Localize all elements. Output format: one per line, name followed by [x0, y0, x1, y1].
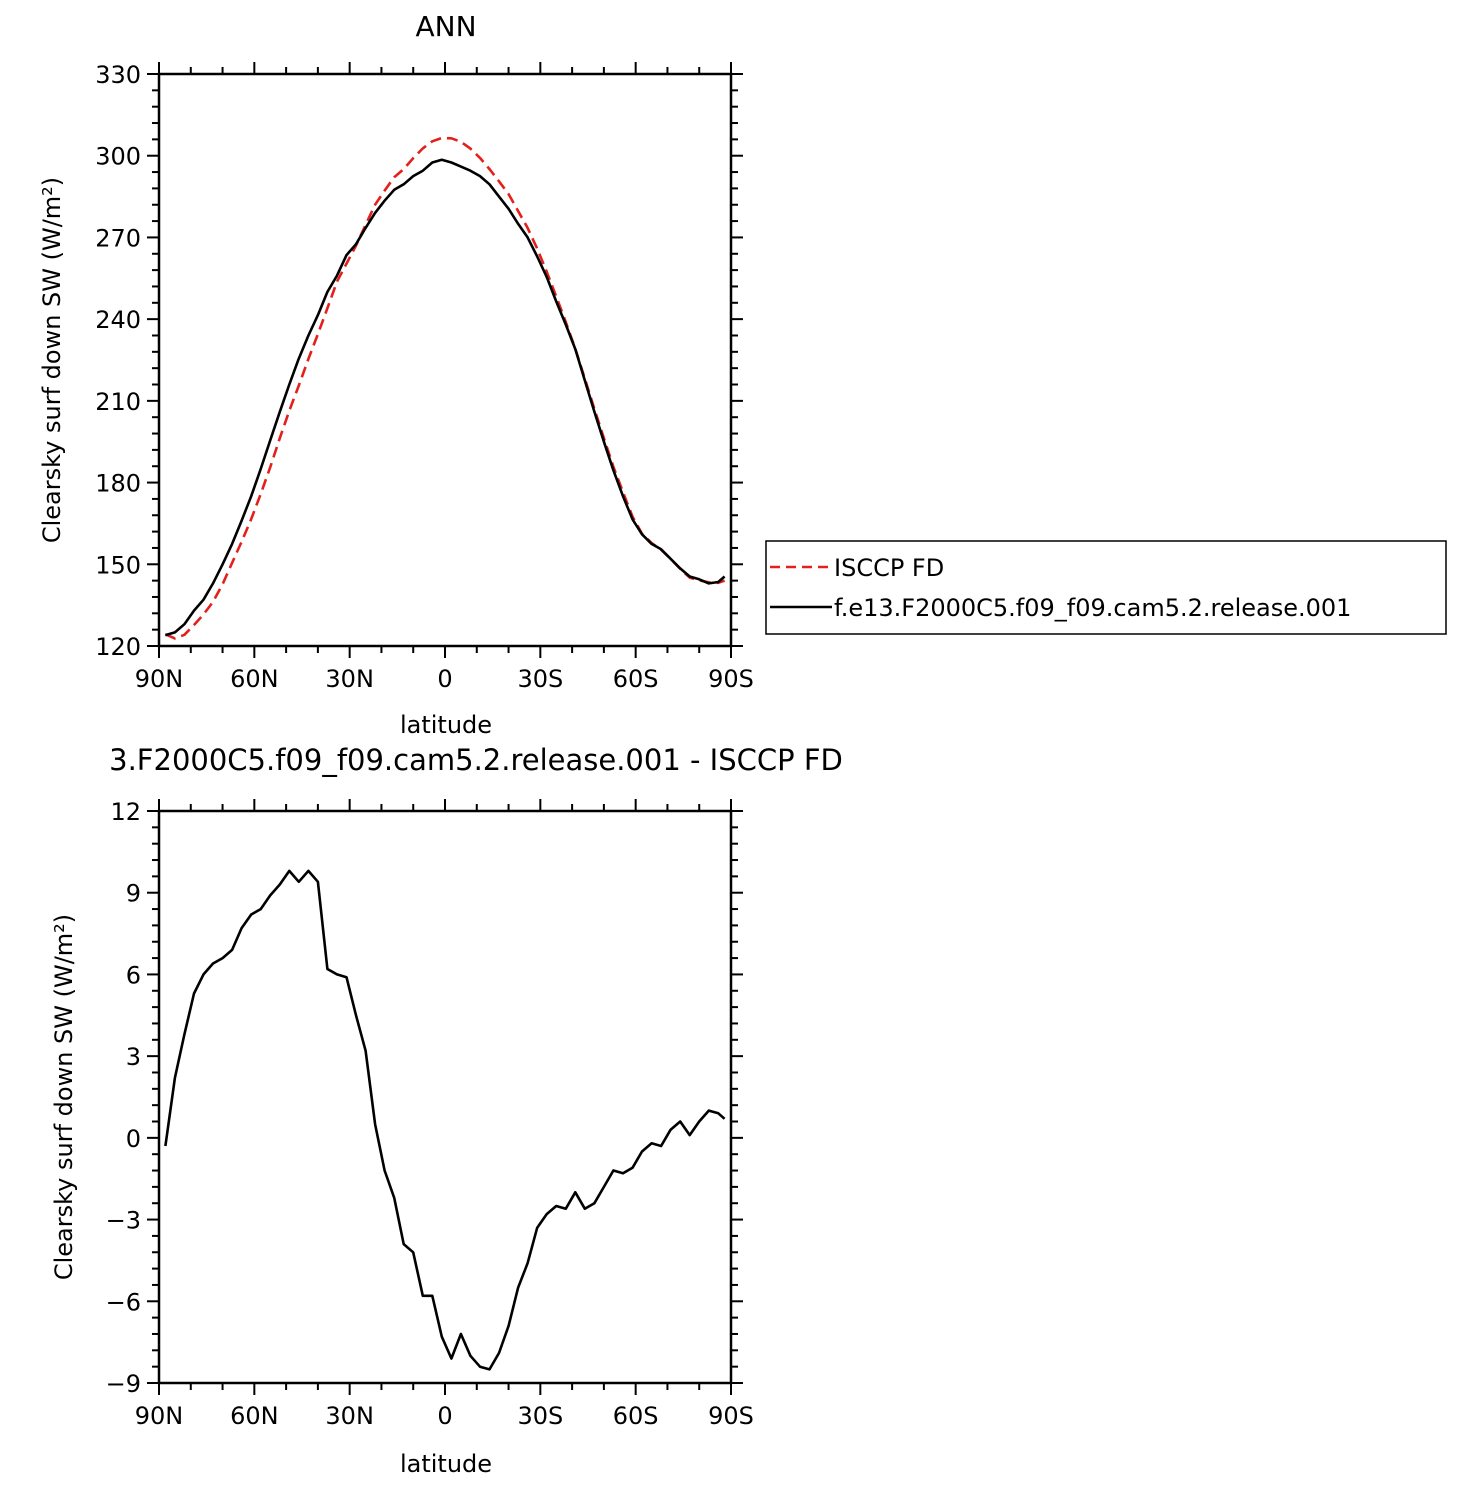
x-tick-label: 90S — [708, 665, 754, 693]
y-tick-label: 12 — [110, 798, 141, 826]
x-tick-label: 30S — [517, 665, 563, 693]
x-tick-label: 0 — [437, 1402, 452, 1430]
series-line-0 — [164, 869, 726, 1371]
y-tick-label: 9 — [126, 880, 141, 908]
y-tick-label: 0 — [126, 1125, 141, 1153]
x-tick-label: 60S — [613, 1402, 659, 1430]
x-tick-label: 90N — [135, 1402, 184, 1430]
y-tick-label: 180 — [95, 470, 141, 498]
y-tick-label: −6 — [106, 1288, 141, 1316]
y-tick-label: 120 — [95, 633, 141, 661]
bottom-y-tick-labels: −9 −6 −3 0 3 6 9 12 — [106, 798, 141, 1398]
y-tick-label: 150 — [95, 551, 141, 579]
legend: ISCCP FD f.e13.F2000C5.f09_f09.cam5.2.re… — [765, 540, 1447, 635]
top-y-axis-label: Clearsky surf down SW (W/m²) — [38, 177, 66, 543]
bottom-axis-ticks — [147, 799, 743, 1395]
bottom-x-axis-label: latitude — [400, 1450, 492, 1478]
bottom-chart-title: 3.F2000C5.f09_f09.cam5.2.release.001 - I… — [109, 743, 843, 777]
legend-label-model: f.e13.F2000C5.f09_f09.cam5.2.release.001 — [834, 594, 1351, 622]
x-tick-label: 30N — [325, 665, 374, 693]
y-tick-label: 6 — [126, 961, 141, 989]
bottom-series-lines — [164, 869, 726, 1371]
top-chart-title: ANN — [415, 10, 476, 43]
top-x-tick-labels: 90N 60N 30N 0 30S 60S 90S — [135, 665, 754, 693]
top-panel: ANN 90N 60N 30N 0 30S 60S 90S 120 150 180 210 240 2… — [38, 10, 754, 739]
legend-label-isccp: ISCCP FD — [834, 554, 944, 582]
y-tick-label: 240 — [95, 306, 141, 334]
top-series-lines — [164, 136, 726, 640]
y-tick-label: −3 — [106, 1207, 141, 1235]
x-tick-label: 60S — [613, 665, 659, 693]
y-tick-label: 3 — [126, 1043, 141, 1071]
x-tick-label: 90S — [708, 1402, 754, 1430]
top-y-tick-labels: 120 150 180 210 240 270 300 330 — [95, 61, 141, 661]
x-tick-label: 60N — [230, 1402, 279, 1430]
y-tick-label: 330 — [95, 61, 141, 89]
x-tick-label: 30N — [325, 1402, 374, 1430]
x-tick-label: 30S — [517, 1402, 563, 1430]
bottom-x-tick-labels: 90N 60N 30N 0 30S 60S 90S — [135, 1402, 754, 1430]
x-tick-label: 0 — [437, 665, 452, 693]
y-tick-label: 270 — [95, 224, 141, 252]
x-tick-label: 90N — [135, 665, 184, 693]
top-axis-ticks — [147, 62, 743, 658]
y-tick-label: 300 — [95, 143, 141, 171]
y-tick-label: 210 — [95, 388, 141, 416]
legend-box — [765, 540, 1447, 635]
bottom-y-axis-label: Clearsky surf down SW (W/m²) — [50, 914, 78, 1280]
bottom-panel: 3.F2000C5.f09_f09.cam5.2.release.001 - I… — [50, 743, 843, 1478]
x-tick-label: 60N — [230, 665, 279, 693]
top-x-axis-label: latitude — [400, 711, 492, 739]
y-tick-label: −9 — [106, 1370, 141, 1398]
series-line-1 — [165, 158, 726, 637]
